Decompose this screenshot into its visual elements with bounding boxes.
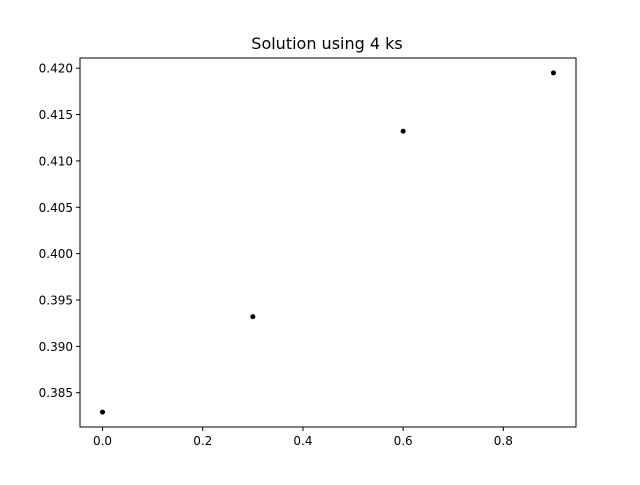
x-tick-label: 0.4 <box>293 434 312 448</box>
data-point <box>250 314 256 320</box>
data-point <box>400 128 406 134</box>
y-tick-label: 0.400 <box>39 247 73 261</box>
y-tick-label: 0.420 <box>39 62 73 76</box>
x-tick-label: 0.0 <box>93 434 112 448</box>
y-tick-label: 0.415 <box>39 108 73 122</box>
x-tick-label: 0.2 <box>193 434 212 448</box>
plot-area: 0.0 0.2 0.4 0.6 0.8 0.385 0.390 0.395 0.400 0.405… <box>39 62 556 448</box>
axes-frame <box>79 57 577 428</box>
chart-title: Solution using 4 ks <box>251 34 402 53</box>
y-tick-label: 0.395 <box>39 293 73 307</box>
data-point <box>550 70 556 76</box>
x-tick-label: 0.8 <box>494 434 513 448</box>
y-tick-label: 0.385 <box>39 386 73 400</box>
y-tick-label: 0.390 <box>39 340 73 354</box>
x-tick-label: 0.6 <box>394 434 413 448</box>
y-tick-label: 0.405 <box>39 201 73 215</box>
y-tick-label: 0.410 <box>39 154 73 168</box>
data-point <box>100 409 106 415</box>
